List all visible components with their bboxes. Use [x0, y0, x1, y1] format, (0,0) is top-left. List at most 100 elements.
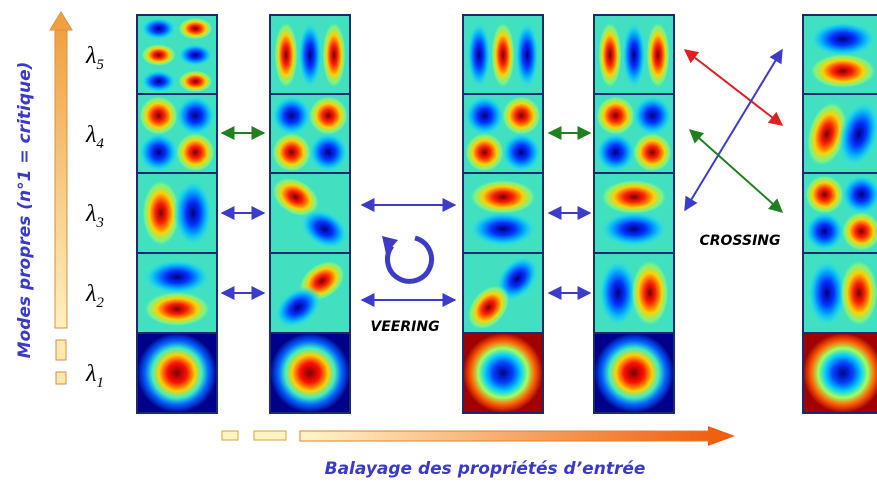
mode-lobe [841, 211, 877, 252]
cell-border [593, 332, 675, 414]
mode-shape [137, 94, 217, 174]
mode-lobe [838, 101, 877, 167]
mode-lobe [322, 21, 346, 89]
mode-field [594, 333, 674, 413]
mode-lobe [646, 21, 670, 89]
mode-lobe [598, 21, 622, 89]
mode-lobe [271, 132, 312, 173]
mode-lobe [300, 209, 349, 249]
eigenvalue-index: 1 [96, 375, 104, 391]
vertical-arrow [54, 27, 68, 329]
mode-lobe [632, 95, 673, 136]
mode-shape [594, 333, 674, 413]
mode-shape [463, 15, 543, 95]
mode-lobe [598, 259, 638, 327]
mode-lobe [839, 259, 877, 327]
mode-lobe [632, 132, 673, 173]
mode-shape [803, 94, 877, 174]
rotation-icon [385, 235, 434, 284]
mode-field [270, 333, 350, 413]
mode-shape [594, 94, 674, 174]
double-arrow [684, 48, 783, 212]
mode-lobe [271, 95, 312, 136]
eigenvalue-symbol: λ [85, 43, 96, 69]
eigenvalue-label: λ1 [85, 361, 104, 391]
vertical-axis-label: Modes propres (n°1 = critique) [15, 62, 35, 359]
dash [253, 430, 287, 441]
mode-lobe [804, 174, 845, 215]
mode-lobe [138, 95, 179, 136]
eigenvalue-label: λ2 [85, 281, 104, 311]
mode-lobe [809, 53, 877, 89]
double-arrow [683, 49, 784, 126]
mode-lobe [143, 291, 211, 327]
mode-lobe [467, 284, 510, 331]
mode-lobe [177, 70, 213, 93]
mode-shape [137, 15, 217, 95]
eigenvalue-label: λ3 [85, 201, 104, 231]
cell-border [269, 332, 351, 414]
mode-lobe [464, 95, 505, 136]
mode-lobe [600, 179, 668, 215]
eigenvalue-symbol: λ [85, 281, 96, 307]
dash [55, 339, 67, 361]
veering-label: VEERING [370, 319, 439, 335]
mode-lobe [467, 21, 491, 89]
mode-shape [137, 173, 217, 253]
rotation-icon-head [382, 236, 398, 254]
mode-shape [803, 253, 877, 333]
dash [221, 430, 239, 441]
mode-shape [463, 333, 543, 413]
mode-lobe [141, 70, 177, 93]
mode-shape [803, 333, 877, 413]
mode-lobe [501, 132, 542, 173]
mode-lobe [595, 95, 636, 136]
mode-shape [270, 173, 350, 253]
mode-lobe [469, 211, 537, 247]
mode-lobe [515, 21, 539, 89]
mode-lobe [630, 259, 670, 327]
eigenvalue-label: λ4 [85, 122, 104, 152]
mode-lobe [175, 132, 216, 173]
mode-lobe [809, 21, 877, 57]
mode-lobe [464, 132, 505, 173]
mode-lobe [491, 21, 515, 89]
eigenvalue-index: 3 [95, 215, 104, 231]
mode-field [803, 333, 877, 413]
mode-lobe [308, 132, 349, 173]
mode-lobe [600, 211, 668, 247]
mode-lobe [177, 43, 213, 67]
mode-shape [594, 253, 674, 333]
mode-shape [463, 94, 543, 174]
mode-shape [137, 333, 217, 413]
mode-lobe [298, 21, 322, 89]
mode-lobe [804, 211, 845, 252]
eigenvalue-index: 5 [96, 57, 104, 73]
cell-border [462, 332, 544, 414]
double-arrow [688, 129, 784, 213]
mode-lobe [501, 95, 542, 136]
mode-lobe [141, 17, 177, 40]
mode-lobe [807, 259, 847, 327]
mode-shape [594, 173, 674, 253]
mode-shape [803, 15, 877, 95]
mode-lobe [141, 43, 177, 67]
horizontal-arrow [299, 430, 711, 442]
mode-shape [270, 94, 350, 174]
mode-lobe [595, 132, 636, 173]
mode-lobe [469, 179, 537, 215]
mode-shape [270, 15, 350, 95]
mode-field [463, 333, 543, 413]
mode-shape [803, 173, 877, 253]
horizontal-arrow-head [708, 426, 735, 446]
vertical-arrow-head [49, 11, 73, 31]
eigenvalue-label: λ5 [85, 43, 104, 73]
mode-lobe [173, 179, 213, 247]
mode-lobe [175, 95, 216, 136]
mode-lobe [138, 132, 179, 173]
mode-lobe [271, 177, 320, 217]
mode-shape [137, 253, 217, 333]
mode-lobe [143, 259, 211, 295]
eigenvalue-symbol: λ [85, 361, 96, 387]
